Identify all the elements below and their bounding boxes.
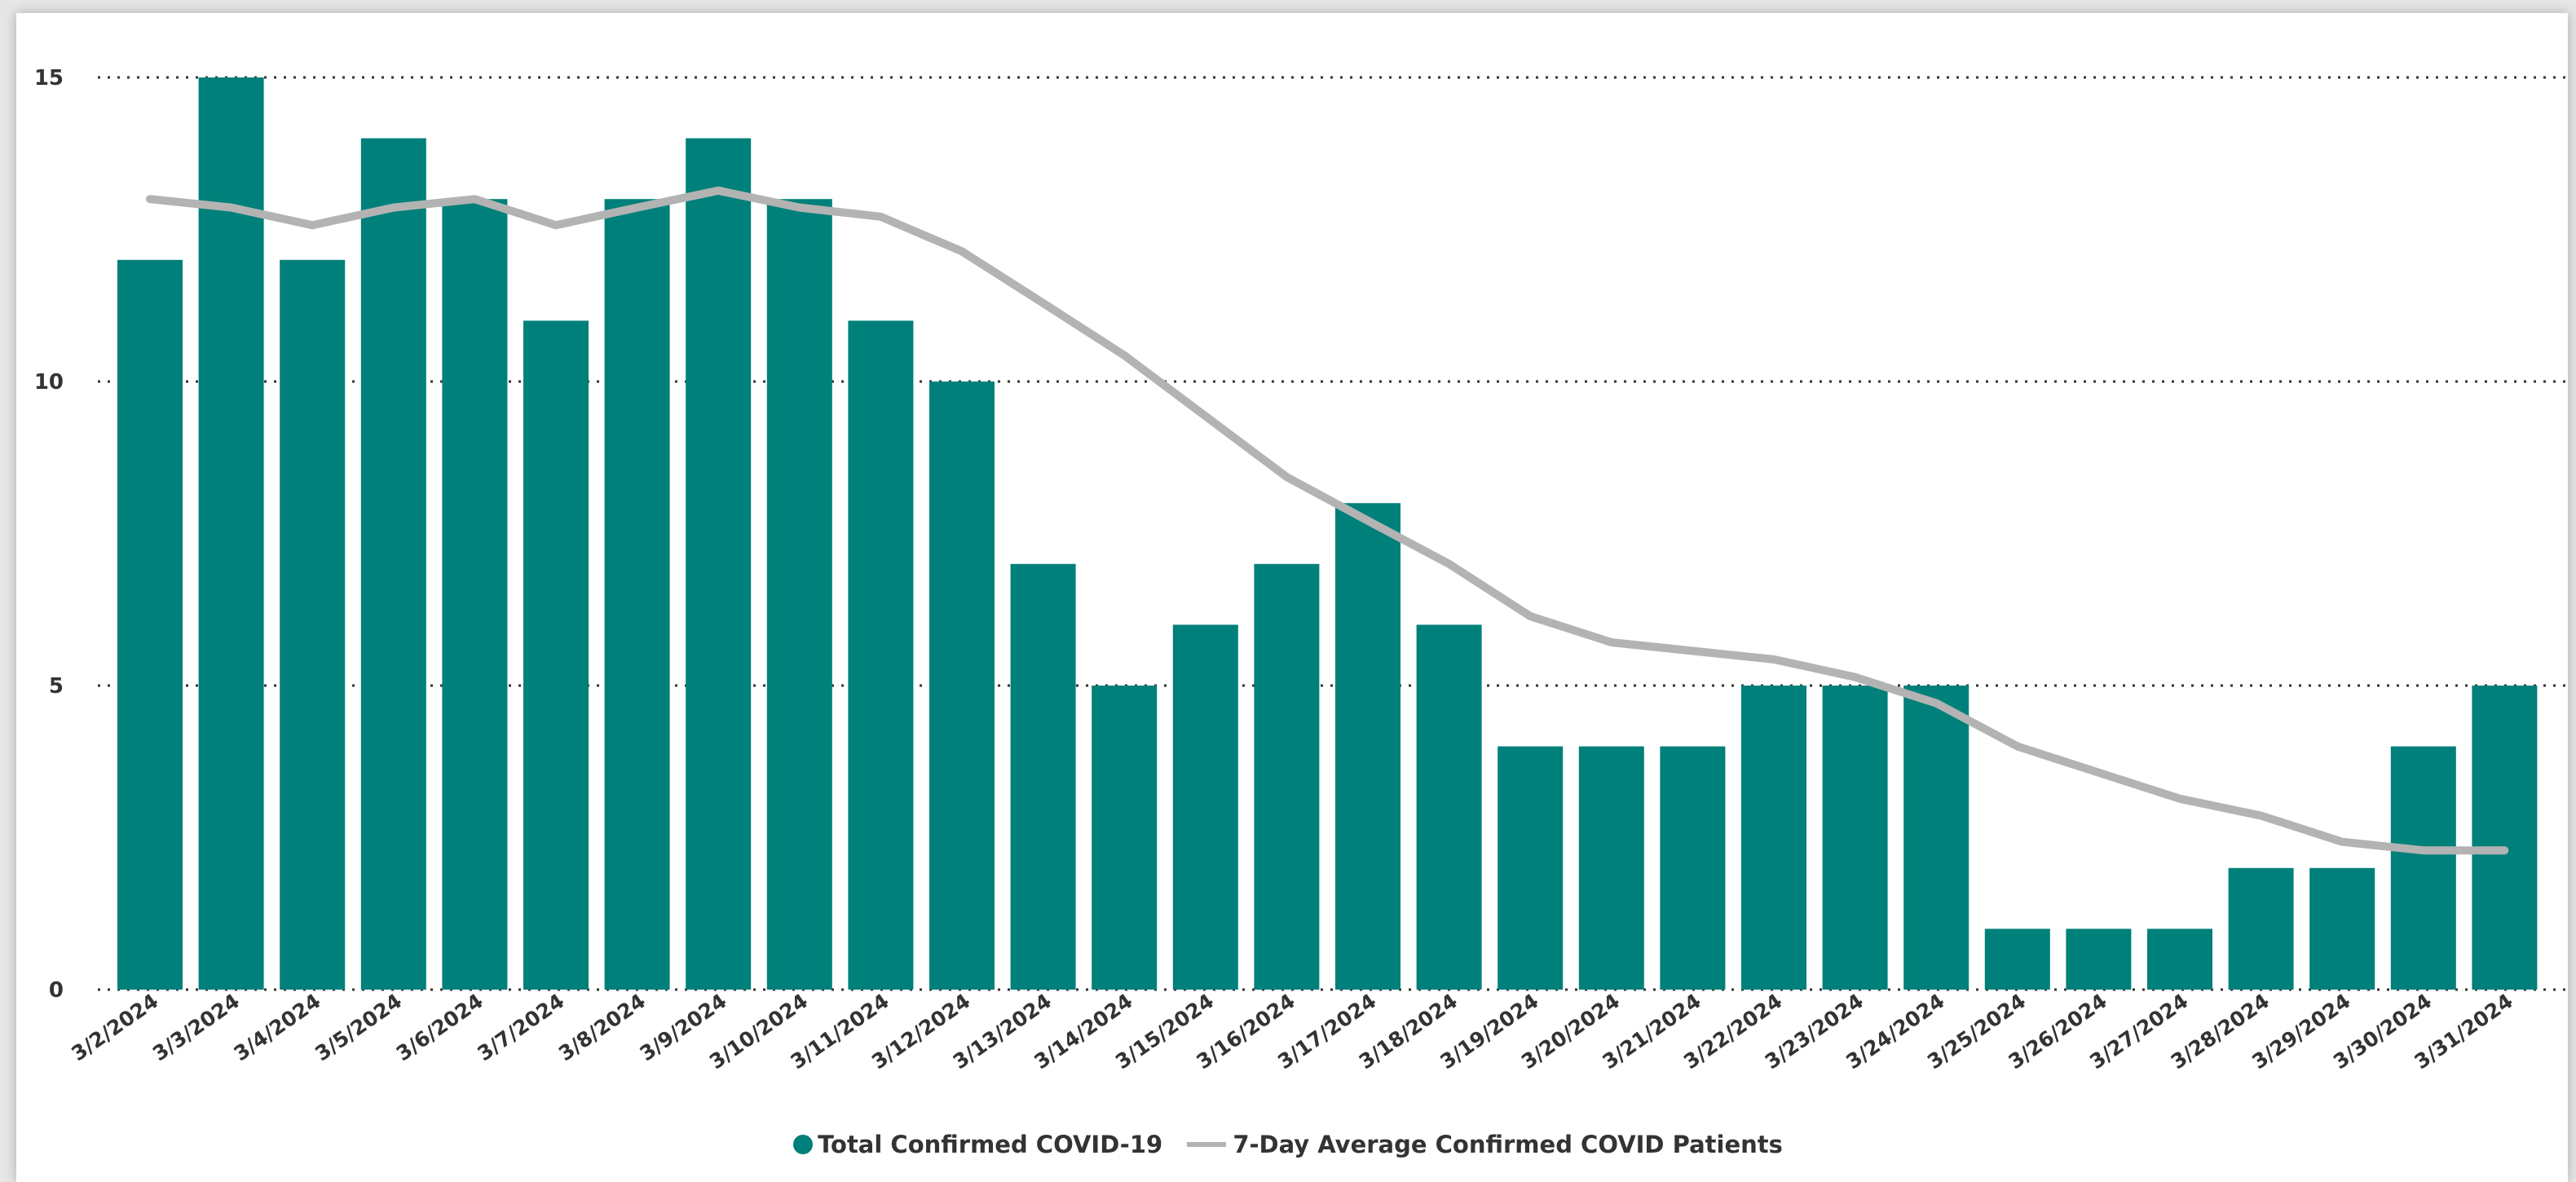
x-axis-ticks: 3/2/20243/3/20243/4/20243/5/20243/6/2024… bbox=[67, 989, 2516, 1074]
x-tick-label: 3/3/2024 bbox=[148, 989, 244, 1065]
bar[interactable] bbox=[1498, 746, 1564, 990]
bar[interactable] bbox=[1010, 563, 1076, 990]
bar[interactable] bbox=[198, 77, 264, 990]
bar[interactable] bbox=[1903, 686, 1969, 990]
x-tick-label: 3/7/2024 bbox=[473, 989, 568, 1065]
bar[interactable] bbox=[2147, 928, 2212, 990]
bar[interactable] bbox=[2228, 867, 2294, 990]
bar[interactable] bbox=[1822, 686, 1888, 990]
bar[interactable] bbox=[929, 382, 995, 990]
bar[interactable] bbox=[604, 199, 670, 990]
x-tick-label: 3/4/2024 bbox=[230, 989, 325, 1065]
bar[interactable] bbox=[442, 199, 508, 990]
legend-label-line: 7-Day Average Confirmed COVID Patients bbox=[1233, 1131, 1783, 1158]
x-tick-label: 3/8/2024 bbox=[554, 989, 650, 1065]
legend-item-line[interactable]: 7-Day Average Confirmed COVID Patients bbox=[1187, 1131, 1783, 1158]
legend-dot-icon bbox=[793, 1135, 814, 1154]
bar[interactable] bbox=[686, 138, 752, 990]
x-tick-label: 3/2/2024 bbox=[67, 989, 162, 1065]
bar[interactable] bbox=[1741, 686, 1806, 990]
bar[interactable] bbox=[1172, 624, 1238, 990]
legend: Total Confirmed COVID-19 7-Day Average C… bbox=[0, 1129, 2576, 1158]
bar-series bbox=[117, 77, 2538, 990]
y-tick-label: 15 bbox=[34, 66, 64, 90]
bar[interactable] bbox=[766, 199, 832, 990]
bar[interactable] bbox=[1092, 686, 1158, 990]
bar[interactable] bbox=[1578, 746, 1644, 990]
bar[interactable] bbox=[2390, 746, 2456, 990]
bar[interactable] bbox=[848, 320, 914, 990]
x-tick-label: 3/5/2024 bbox=[311, 989, 406, 1065]
average-line[interactable] bbox=[146, 186, 2509, 855]
bar[interactable] bbox=[1335, 503, 1400, 990]
gridlines bbox=[98, 76, 2568, 991]
bar[interactable] bbox=[523, 320, 589, 990]
bar[interactable] bbox=[2066, 928, 2132, 990]
bar[interactable] bbox=[2309, 867, 2375, 990]
legend-label-bars: Total Confirmed COVID-19 bbox=[818, 1131, 1163, 1158]
y-axis-ticks: 0 5 10 15 bbox=[34, 66, 64, 1003]
bar[interactable] bbox=[360, 138, 426, 990]
bar[interactable] bbox=[280, 259, 346, 990]
bar[interactable] bbox=[2472, 686, 2538, 990]
bar[interactable] bbox=[117, 259, 183, 990]
bar[interactable] bbox=[1984, 928, 2050, 990]
line-series bbox=[146, 186, 2509, 855]
x-tick-label: 3/6/2024 bbox=[392, 989, 487, 1065]
y-tick-label: 0 bbox=[49, 978, 64, 1003]
bar[interactable] bbox=[1416, 624, 1482, 990]
bar[interactable] bbox=[1254, 563, 1320, 990]
legend-line-icon bbox=[1187, 1142, 1227, 1147]
bar[interactable] bbox=[1660, 746, 1726, 990]
y-tick-label: 5 bbox=[49, 674, 64, 699]
y-tick-label: 10 bbox=[34, 370, 64, 395]
legend-item-bars[interactable]: Total Confirmed COVID-19 bbox=[793, 1131, 1162, 1158]
